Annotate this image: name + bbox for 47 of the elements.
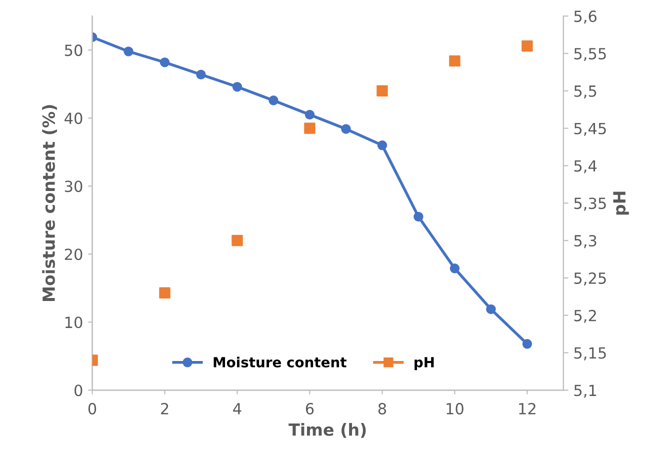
point [196,70,206,80]
y2-tick-label: 5,5 [574,86,596,98]
point [160,57,170,68]
y-tick-label: 40 [64,112,82,124]
x-tick-label: 4 [233,403,242,414]
y2-tick-label: 5,4 [574,160,597,174]
y2-tick-label: 5,1 [574,384,596,398]
y-tick-label: 50 [64,44,82,56]
y-tick-label: 20 [64,248,82,260]
y2-tick-label: 5,6 [574,10,596,24]
y-tick-label: 30 [64,180,82,192]
point [449,55,460,67]
x-tick-label: 10 [446,402,464,414]
x-tick-label: 0 [88,402,96,414]
x-tick-label: 2 [161,402,168,414]
y2-tick-label: 5,15 [574,347,606,360]
y-tick-label: 0 [74,384,82,396]
point [376,85,388,96]
point [304,122,316,134]
point [159,287,170,298]
legend-label: Moisture content [214,356,346,368]
y-tick-label: 10 [65,316,82,328]
x-tick-label: 6 [306,402,314,414]
x-tick-label: 8 [378,402,386,414]
y2-tick-label: 5,25 [574,272,606,286]
y-axis-title: Moisture content (%) [42,105,57,302]
x-tick-label: 12 [519,402,536,414]
point [124,46,134,56]
point [377,140,388,150]
point [341,124,351,134]
point [268,96,278,106]
point [522,339,532,349]
y2-tick-label: 5,35 [574,198,606,211]
y2-tick-label: 5,2 [574,310,596,323]
point [522,40,533,52]
point [232,82,242,92]
y2-axis-title: pH [613,192,629,215]
x-axis-title: Time (h) [288,422,366,438]
legend-label: pH [414,357,434,370]
point [304,110,315,120]
point [486,304,496,314]
y2-tick-label: 5,45 [574,122,606,136]
point [414,212,424,222]
y2-tick-label: 5,3 [574,234,596,248]
point [232,234,243,246]
point [450,264,460,274]
y2-tick-label: 5,55 [574,48,606,62]
